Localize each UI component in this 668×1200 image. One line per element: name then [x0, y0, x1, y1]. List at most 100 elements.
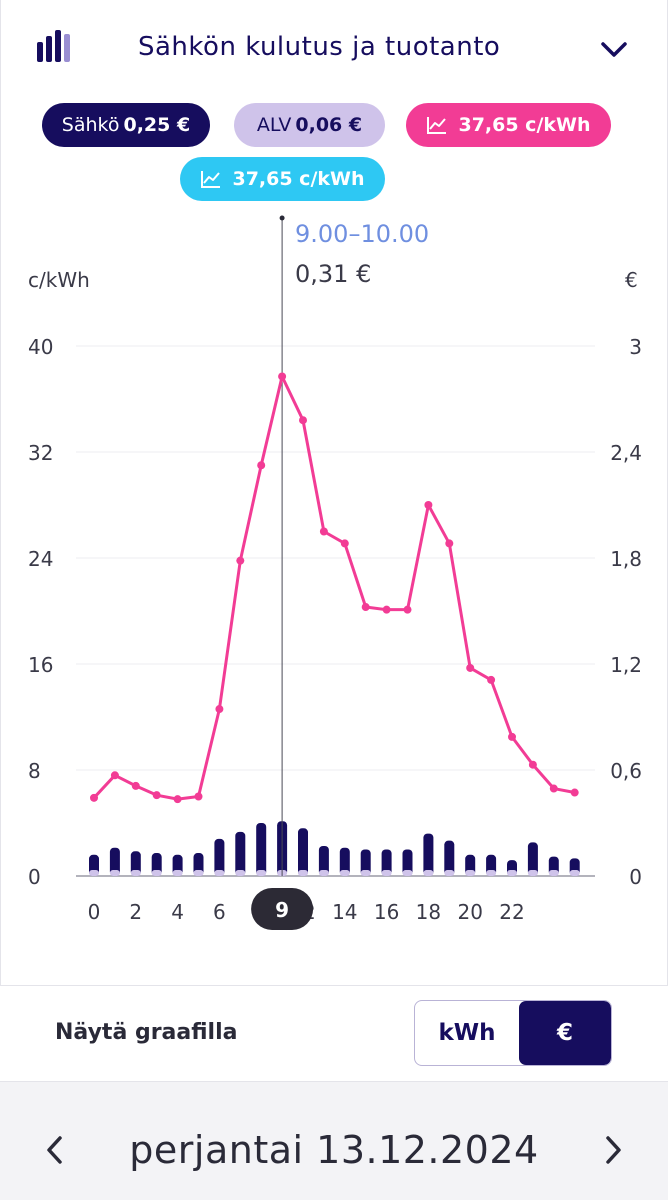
price-point: [570, 788, 579, 797]
price-point: [110, 771, 119, 780]
selected-hour-bubble: [251, 888, 314, 930]
price-point: [257, 461, 266, 470]
bar-vat: [89, 870, 99, 876]
bar-electricity: [214, 838, 225, 876]
legend-spot-price-label: 37,65 c/kWh: [458, 114, 591, 136]
bar-vat: [193, 870, 204, 876]
chart-card: Sähkön kulutus ja tuotanto Sähkö 0,25 € …: [0, 0, 668, 985]
date-navigation: perjantai 13.12.2024: [0, 1090, 668, 1200]
legend-electricity-pill[interactable]: Sähkö 0,25 €: [42, 103, 210, 147]
selected-hour-label: 9: [275, 898, 289, 922]
price-point: [152, 791, 161, 800]
x-tick-label: 16: [374, 900, 399, 924]
right-tick-label: 3: [629, 335, 642, 359]
price-point: [445, 539, 454, 548]
bar-electricity: [402, 849, 413, 876]
left-tick-label: 32: [28, 441, 53, 465]
bar-vat: [423, 870, 434, 876]
bar-electricity: [109, 847, 120, 876]
price-point: [340, 539, 349, 548]
left-tick-label: 0: [28, 865, 41, 889]
bar-vat: [465, 870, 476, 876]
price-point: [90, 793, 98, 802]
chevron-down-icon[interactable]: [600, 40, 628, 60]
bar-vat: [402, 870, 413, 876]
price-point: [549, 784, 558, 793]
legend-spot-price-pill[interactable]: 37,65 c/kWh: [406, 103, 611, 147]
left-tick-label: 24: [28, 547, 53, 571]
selected-hour-price: 0,31 €: [295, 260, 372, 288]
bar-chart-icon: [37, 30, 70, 62]
bar-vat: [360, 870, 371, 876]
bar-electricity: [527, 842, 538, 876]
bar-vat: [486, 870, 497, 876]
price-point: [319, 527, 328, 536]
bar-electricity: [444, 840, 455, 876]
bar-vat: [507, 870, 517, 876]
price-point: [299, 416, 307, 425]
bar-electricity: [360, 849, 371, 876]
toggle-kwh-button[interactable]: kWh: [438, 1020, 496, 1046]
bar-vat: [548, 870, 559, 876]
bar-vat: [151, 870, 162, 876]
price-point: [194, 792, 203, 801]
x-tick-label: 0: [88, 900, 101, 924]
price-point: [466, 663, 475, 672]
display-toggle-label: Näytä graafilla: [55, 1020, 238, 1045]
left-axis-label: c/kWh: [28, 268, 90, 292]
price-chart[interactable]: 081624324000,61,21,82,430246121416182022…: [1, 200, 668, 960]
price-point: [131, 781, 140, 790]
bar-electricity: [381, 849, 392, 876]
bar-vat: [214, 870, 225, 876]
left-tick-label: 16: [28, 653, 53, 677]
bar-vat: [381, 870, 392, 876]
chevron-left-icon[interactable]: [40, 1132, 70, 1168]
bar-vat: [130, 870, 141, 876]
current-date: perjantai 13.12.2024: [129, 1128, 539, 1172]
legend-electricity-label: Sähkö: [61, 114, 120, 136]
bar-electricity: [235, 831, 246, 876]
legend-price-2-pill[interactable]: 37,65 c/kWh: [180, 157, 385, 201]
selection-line-dot: [279, 215, 285, 221]
unit-toggle[interactable]: kWh €: [414, 1000, 612, 1066]
price-point: [361, 603, 370, 612]
selected-hour-range: 9.00–10.00: [295, 220, 430, 248]
price-point: [487, 675, 496, 684]
x-tick-label: 22: [499, 900, 524, 924]
toggle-eur-button[interactable]: €: [519, 1001, 611, 1065]
display-options-panel: Näytä graafilla kWh €: [0, 985, 668, 1082]
line-chart-icon: [201, 171, 221, 188]
legend-vat-pill[interactable]: ALV 0,06 €: [234, 103, 385, 147]
bar-electricity: [339, 847, 350, 876]
x-tick-label: 14: [332, 900, 357, 924]
price-point: [508, 732, 516, 741]
legend-vat-value: 0,06 €: [295, 114, 363, 136]
chevron-right-icon[interactable]: [598, 1132, 628, 1168]
bar-electricity: [256, 823, 267, 876]
price-point: [382, 605, 391, 614]
left-tick-label: 8: [28, 759, 41, 783]
bar-electricity: [130, 851, 141, 876]
right-tick-label: 0,6: [610, 759, 642, 783]
price-point: [528, 760, 537, 769]
bar-electricity: [298, 828, 308, 876]
price-point: [403, 605, 412, 614]
legend-vat-label: ALV: [256, 114, 292, 136]
right-tick-label: 1,2: [610, 653, 642, 677]
price-point: [215, 705, 224, 714]
price-point: [236, 556, 245, 565]
left-tick-label: 40: [28, 335, 53, 359]
bar-vat: [298, 870, 308, 876]
bar-vat: [235, 870, 246, 876]
bar-vat: [172, 870, 183, 876]
line-chart-icon: [427, 117, 447, 134]
bar-vat: [318, 870, 329, 876]
bar-vat: [109, 870, 120, 876]
x-tick-label: 20: [457, 900, 482, 924]
price-line: [92, 374, 575, 801]
price-point: [173, 795, 182, 804]
x-tick-label: 4: [171, 900, 184, 924]
bar-vat: [444, 870, 455, 876]
bar-electricity: [318, 845, 329, 876]
x-tick-label: 2: [129, 900, 142, 924]
